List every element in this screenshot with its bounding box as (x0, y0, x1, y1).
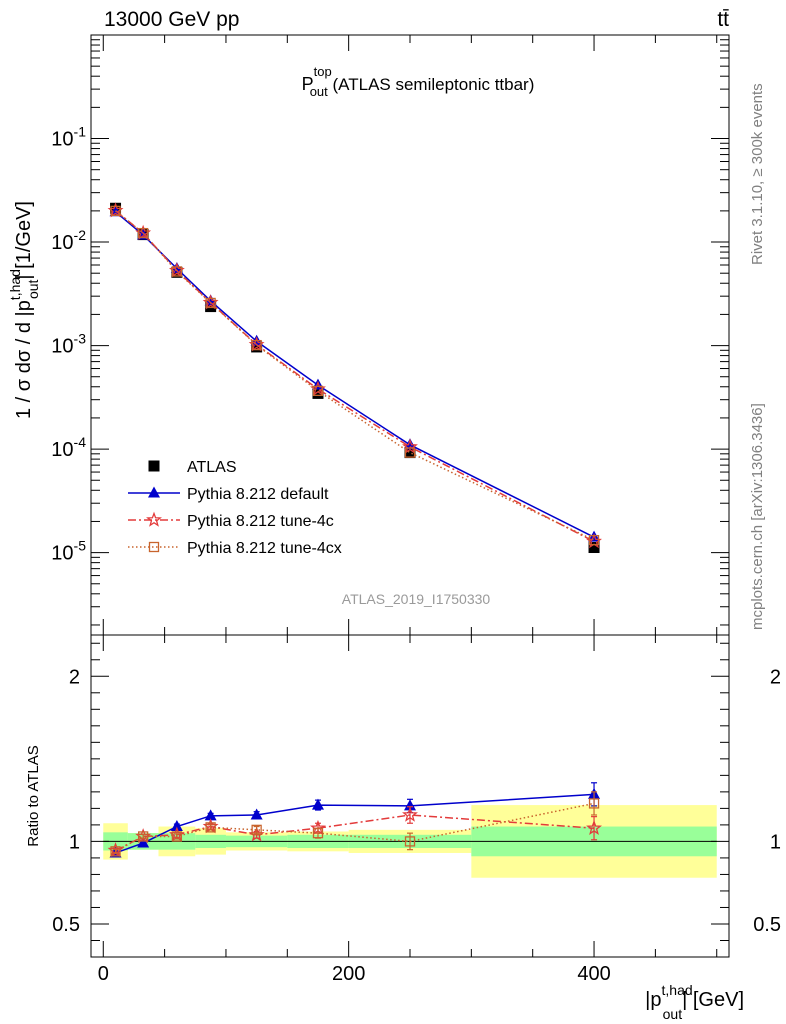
ratio-xlabel-prefix: |p (645, 989, 661, 1011)
ratio-xtick-label: 0 (98, 963, 109, 985)
ratio-point-tune4cx (312, 828, 324, 839)
energy-label: 13000 GeV pp (104, 8, 239, 31)
legend-marker-data (148, 460, 160, 472)
main-ytick-label-base: 10 (51, 336, 73, 358)
ratio-point-default (137, 836, 150, 848)
main-panel: 10-510-410-310-210-1 Ptop out (ATLAS semi… (7, 34, 730, 636)
main-point-data (312, 387, 324, 399)
ratio-panel: 0.5 0.5 1 1 2 2 0 200 400 Ratio to ATLAS |pt,had… (25, 634, 781, 1022)
ratio-point-tune4cx (588, 798, 600, 809)
legend-marker-tune4cx (148, 541, 160, 553)
main-ylabel-sup: t,had (7, 269, 23, 300)
main-title-main: P (302, 74, 314, 94)
main-title-sup: top (314, 64, 332, 79)
ratio-point-tune4cx (171, 831, 183, 842)
ratio-point-default (250, 808, 263, 820)
main-marks (107, 202, 602, 554)
ratio-point-default (404, 799, 416, 811)
ratio-ytick-label-left: 0.5 (52, 914, 80, 936)
ratio-ytick-label-right: 0.5 (753, 914, 781, 936)
main-ytick-label-exp: -2 (74, 227, 87, 243)
main-ytick-label-base: 10 (51, 439, 73, 461)
process-label: tt̄ (717, 8, 729, 31)
ratio-xlabel-sub: out (663, 1006, 683, 1022)
main-ytick-label: 10-2 (51, 227, 86, 254)
legend-label-data: ATLAS (187, 459, 237, 476)
main-ytick-label: 10-3 (51, 331, 86, 358)
main-point-data (588, 542, 600, 554)
main-ytick-label-base: 10 (51, 232, 73, 254)
main-title: Ptop out (ATLAS semileptonic ttbar) (302, 64, 535, 99)
ratio-point-tune4c (402, 806, 418, 822)
main-point-tune4cx (137, 227, 149, 239)
main-ylabel: 1 / σ dσ / d |pt,had out| [1/GeV] (7, 201, 41, 419)
ratio-point-default (204, 809, 217, 821)
main-ticks: 10-510-410-310-210-1 (51, 34, 729, 635)
main-point-tune4cx (110, 205, 121, 217)
main-ytick-label: 10-5 (51, 538, 86, 565)
legend-marker-default (148, 486, 160, 498)
main-point-tune4cx (588, 534, 600, 546)
ratio-line-tune4cx (115, 802, 595, 852)
ratio-ytick-label-left: 1 (69, 831, 80, 853)
main-title-sub: out (310, 84, 328, 99)
ratio-line-default (115, 793, 595, 854)
ratio-ticks: 0.5 0.5 1 1 2 2 0 200 400 (52, 635, 781, 985)
main-point-tune4cx (171, 266, 183, 277)
main-point-tune4c (402, 438, 418, 454)
legend-label-tune4c: Pythia 8.212 tune-4c (187, 513, 334, 530)
main-ytick-label-base: 10 (51, 129, 73, 151)
reference-label: ATLAS_2019_I1750330 (342, 591, 491, 607)
ratio-point-default (170, 820, 183, 832)
legend-label-default: Pythia 8.212 default (187, 486, 329, 503)
main-ytick-label: 10-4 (51, 434, 86, 461)
mcplots-label: mcplots.cern.ch [arXiv:1306.3436] (749, 403, 766, 630)
main-ylabel-suffix: | [1/GeV] (13, 201, 35, 280)
legend: ATLAS Pythia 8.212 default Pythia 8.212 tu… (128, 459, 342, 557)
ratio-point-tune4cx (110, 846, 121, 857)
main-line-tune4c (115, 210, 595, 543)
ratio-point-tune4cx (251, 824, 262, 836)
legend-label-tune4cx: Pythia 8.212 tune-4cx (187, 540, 342, 557)
ratio-point-tune4cx (404, 836, 416, 847)
ratio-point-tune4cx (205, 822, 216, 833)
legend-marker-tune4c (146, 511, 162, 527)
main-point-data (404, 447, 416, 459)
main-point-tune4cx (205, 297, 216, 309)
main-ylabel-prefix: 1 / σ dσ / d |p (13, 300, 35, 419)
ratio-xlabel-sup: t,had (662, 982, 693, 998)
rivet-label: Rivet 3.1.10, ≥ 300k events (749, 83, 766, 265)
main-ytick-label-exp: -3 (74, 331, 87, 347)
ratio-ytick-label-left: 2 (69, 666, 80, 688)
main-ytick-label-exp: -5 (74, 538, 87, 554)
ratio-ytick-label-right: 1 (770, 831, 781, 853)
ratio-ylabel: Ratio to ATLAS (25, 745, 42, 846)
ratio-xtick-label: 200 (332, 963, 365, 985)
main-ytick-label: 10-1 (51, 124, 86, 151)
ratio-marks (107, 782, 602, 858)
ratio-point-default (311, 798, 324, 810)
ratio-point-tune4c (586, 819, 602, 835)
ratio-xtick-label: 400 (577, 963, 610, 985)
main-point-tune4cx (312, 385, 324, 397)
ratio-ytick-label-right: 2 (770, 666, 781, 688)
ratio-point-tune4cx (137, 831, 149, 842)
main-title-rest: (ATLAS semileptonic ttbar) (328, 75, 535, 94)
main-ytick-label-exp: -1 (74, 124, 87, 140)
main-ytick-label-exp: -4 (74, 434, 87, 450)
ratio-xlabel-suffix: | [GeV] (682, 989, 744, 1011)
main-point-default (404, 438, 416, 450)
ratio-xlabel: |pt,had out| [GeV] (645, 982, 744, 1022)
main-point-tune4cx (251, 339, 262, 351)
main-ytick-label-base: 10 (51, 543, 73, 565)
main-point-data (205, 301, 217, 313)
main-ylabel-sub: out (25, 279, 41, 299)
main-point-tune4cx (404, 447, 416, 458)
